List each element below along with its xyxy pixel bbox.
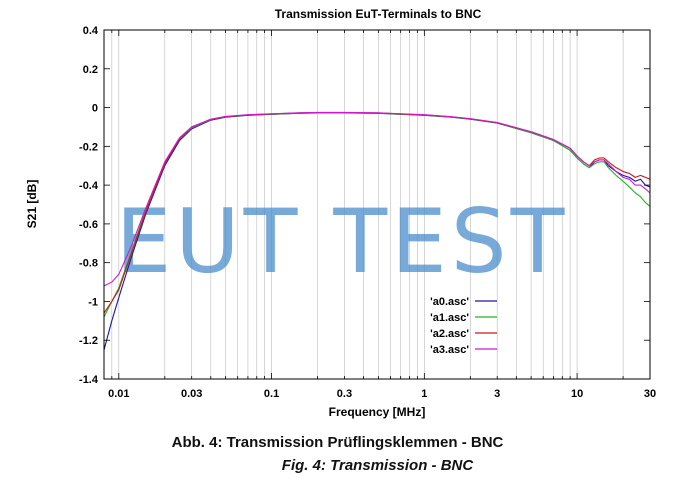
x-tick-label: 30 [644,388,656,400]
legend-label-1: 'a1.asc' [430,312,469,324]
x-tick-label: 1 [421,388,427,400]
series-line-3 [103,111,651,287]
y-tick-label: -0.4 [79,180,99,192]
y-tick-label: 0 [92,103,98,115]
watermark: EUT TEST [116,190,569,293]
y-tick-label: 0.4 [83,25,99,37]
x-tick-label: 0.1 [264,388,279,400]
y-tick-label: -0.6 [79,219,98,231]
y-tick-label: -0.2 [79,141,98,153]
legend-label-2: 'a2.asc' [430,328,469,340]
chart: Transmission EuT-Terminals to BNC EUT TE… [25,7,656,419]
legend: 'a0.asc' 'a1.asc' 'a2.asc' 'a3.asc' [430,296,497,356]
x-tick-label: 0.03 [181,388,202,400]
plot-frame [103,29,651,380]
series-group [103,111,651,351]
chart-title: Transmission EuT-Terminals to BNC [275,7,482,21]
legend-label-0: 'a0.asc' [430,296,469,308]
x-tick-label: 3 [494,388,500,400]
x-tick-label: 0.01 [108,388,129,400]
y-tick-label: 0.2 [83,64,98,76]
x-axis-label: Frequency [MHz] [329,405,426,419]
y-tick-label: -1.2 [79,335,98,347]
caption-english: Fig. 4: Transmission - BNC [281,457,474,474]
x-tick-label: 10 [571,388,583,400]
x-axis: 0.01 0.03 0.1 0.3 1 3 10 30 [108,388,656,400]
legend-label-3: 'a3.asc' [430,344,469,356]
y-axis-label: S21 [dB] [25,180,39,229]
y-tick-label: -0.8 [79,258,98,270]
x-tick-label: 0.3 [337,388,352,400]
y-tick-label: -1 [88,296,98,308]
caption-german: Abb. 4: Transmission Prüflingsklemmen - … [171,434,504,451]
y-tick-label: -1.4 [79,374,99,386]
grid [103,30,651,379]
y-axis: 0.4 0.2 0 -0.2 -0.4 -0.6 -0.8 -1 -1.2 -1.4 [79,25,650,386]
